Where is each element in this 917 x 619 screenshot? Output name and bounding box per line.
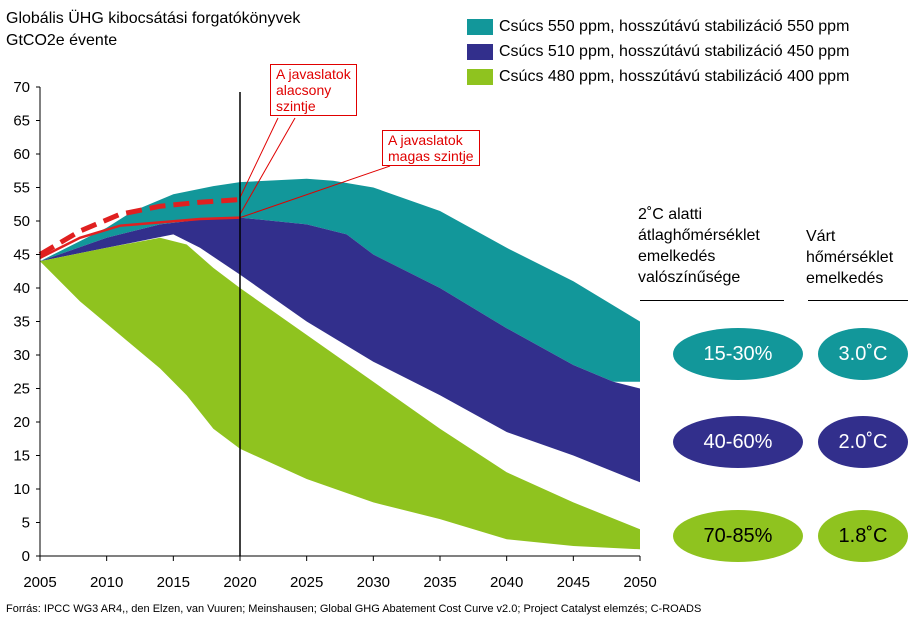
x-tick-label: 2010 [90, 574, 123, 591]
y-tick-label: 20 [13, 414, 30, 431]
scenario-band-0 [40, 178, 640, 382]
temperature-header-rule [808, 300, 908, 301]
callout-low-line1: A javaslatok [276, 66, 351, 82]
callout-low-line2: alacsony [276, 82, 332, 98]
y-tick-label: 30 [13, 347, 30, 364]
y-tick-label: 15 [13, 448, 30, 465]
legend-label-550: Csúcs 550 ppm, hosszútávú stabilizáció 5… [499, 17, 850, 35]
y-tick-label: 55 [13, 180, 30, 197]
legend-swatch-510 [467, 43, 493, 60]
legend-item-510: Csúcs 510 ppm, hosszútávú stabilizáció 4… [467, 39, 849, 64]
scenario-band-1 [40, 217, 640, 483]
callout-high-line1: A javaslatok [388, 132, 463, 148]
x-tick-label: 2035 [423, 574, 456, 591]
y-tick-label: 40 [13, 280, 30, 297]
callout-high-line2: magas szintje [388, 148, 474, 164]
chart-title-line1: Globális ÜHG kibocsátási forgatókönyvek [6, 10, 301, 27]
x-tick-label: 2025 [290, 574, 323, 591]
x-tick-label: 2015 [157, 574, 190, 591]
y-tick-label: 35 [13, 314, 30, 331]
temperature-header: Várt hőmérséklet emelkedés [806, 226, 893, 289]
probability-header-line3: emelkedés [638, 248, 716, 265]
x-tick-label: 2030 [357, 574, 390, 591]
temperature-pill-510: 2.0˚C [818, 416, 908, 468]
probability-header-line4: valószínűsége [638, 269, 741, 286]
legend-label-480: Csúcs 480 ppm, hosszútávú stabilizáció 4… [499, 67, 850, 85]
y-tick-label: 10 [13, 481, 30, 498]
y-tick-label: 60 [13, 146, 30, 163]
legend-item-550: Csúcs 550 ppm, hosszútávú stabilizáció 5… [467, 14, 849, 39]
x-tick-label: 2045 [557, 574, 590, 591]
probability-header: 2˚C alatti átlaghőmérséklet emelkedés va… [638, 204, 760, 288]
callout-low-level: A javaslatok alacsony szintje [270, 64, 357, 116]
pledge-line-dashed [38, 197, 241, 257]
y-tick-label: 65 [13, 113, 30, 130]
probability-header-rule [640, 300, 784, 301]
callout-high-level: A javaslatok magas szintje [382, 130, 480, 166]
temperature-header-line1: Várt [806, 228, 836, 245]
temperature-pill-550: 3.0˚C [818, 328, 908, 380]
y-tick-label: 45 [13, 247, 30, 264]
probability-pill-510: 40-60% [673, 416, 803, 468]
y-tick-label: 5 [22, 515, 30, 532]
chart-title-line2: GtCO2e évente [6, 32, 118, 49]
legend: Csúcs 550 ppm, hosszútávú stabilizáció 5… [467, 14, 849, 89]
legend-swatch-550 [467, 18, 493, 35]
callout-low-connector-a [239, 117, 279, 198]
pledge-line-solid [39, 216, 241, 259]
callout-low-connector-b [239, 117, 296, 215]
y-tick-label: 70 [13, 79, 30, 96]
probability-header-line1: 2˚C alatti [638, 206, 703, 223]
legend-swatch-480 [467, 68, 493, 85]
y-tick-label: 0 [22, 548, 30, 565]
probability-pill-550: 15-30% [673, 328, 803, 380]
chart-title: Globális ÜHG kibocsátási forgatókönyvek … [6, 8, 300, 52]
probability-header-line2: átlaghőmérséklet [638, 227, 760, 244]
x-tick-label: 2020 [223, 574, 256, 591]
temperature-pill-480: 1.8˚C [818, 510, 908, 562]
x-tick-label: 2040 [490, 574, 523, 591]
scenario-band-2 [40, 237, 640, 550]
temperature-header-line3: emelkedés [806, 270, 884, 287]
x-tick-label: 2050 [623, 574, 656, 591]
legend-item-480: Csúcs 480 ppm, hosszútávú stabilizáció 4… [467, 64, 849, 89]
legend-label-510: Csúcs 510 ppm, hosszútávú stabilizáció 4… [499, 42, 850, 60]
y-tick-label: 50 [13, 213, 30, 230]
source-note: Forrás: IPCC WG3 AR4,, den Elzen, van Vu… [6, 603, 702, 615]
temperature-header-line2: hőmérséklet [806, 249, 894, 266]
callout-low-line3: szintje [276, 98, 316, 114]
x-tick-label: 2005 [23, 574, 56, 591]
y-tick-label: 25 [13, 381, 30, 398]
probability-pill-480: 70-85% [673, 510, 803, 562]
callout-high-connector [239, 165, 391, 219]
